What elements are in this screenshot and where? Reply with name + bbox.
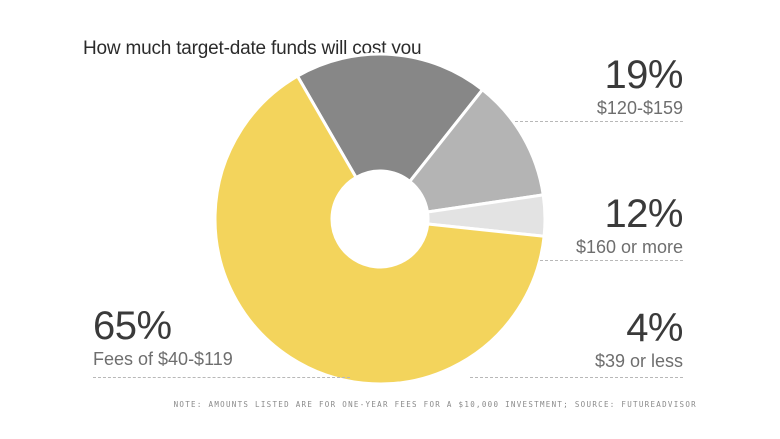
- divider-39-less: [470, 377, 683, 378]
- slice-category-160-more: $160 or more: [575, 237, 683, 257]
- slice-label-160-more: 12% $160 or more: [575, 192, 684, 258]
- slice-percent-40-119: 65%: [93, 304, 172, 348]
- slice-40-119: [213, 74, 546, 386]
- slice-160-more: [408, 88, 545, 214]
- slice-label-40-119: 65% Fees of $40-$119: [93, 306, 233, 370]
- chart-title: How much target-date funds will cost you: [83, 38, 422, 59]
- slice-label-39-less: 4% $39 or less: [594, 306, 684, 372]
- slice-category-39-less: $39 or less: [594, 351, 683, 371]
- slice-category-40-119: Fees of $40-$119: [93, 349, 233, 369]
- divider-160-more: [540, 260, 683, 261]
- source-note: Note: Amounts listed are for one-year fe…: [173, 400, 697, 409]
- slice-percent-120-159: 19%: [604, 53, 683, 97]
- divider-120-159: [515, 121, 683, 122]
- slice-120-159: [296, 52, 484, 183]
- divider-40-119: [93, 377, 350, 378]
- slice-percent-39-less: 4%: [626, 306, 683, 350]
- slice-category-120-159: $120-$159: [596, 98, 683, 118]
- slice-percent-160-more: 12%: [604, 192, 683, 236]
- slice-label-120-159: 19% $120-$159: [596, 53, 684, 119]
